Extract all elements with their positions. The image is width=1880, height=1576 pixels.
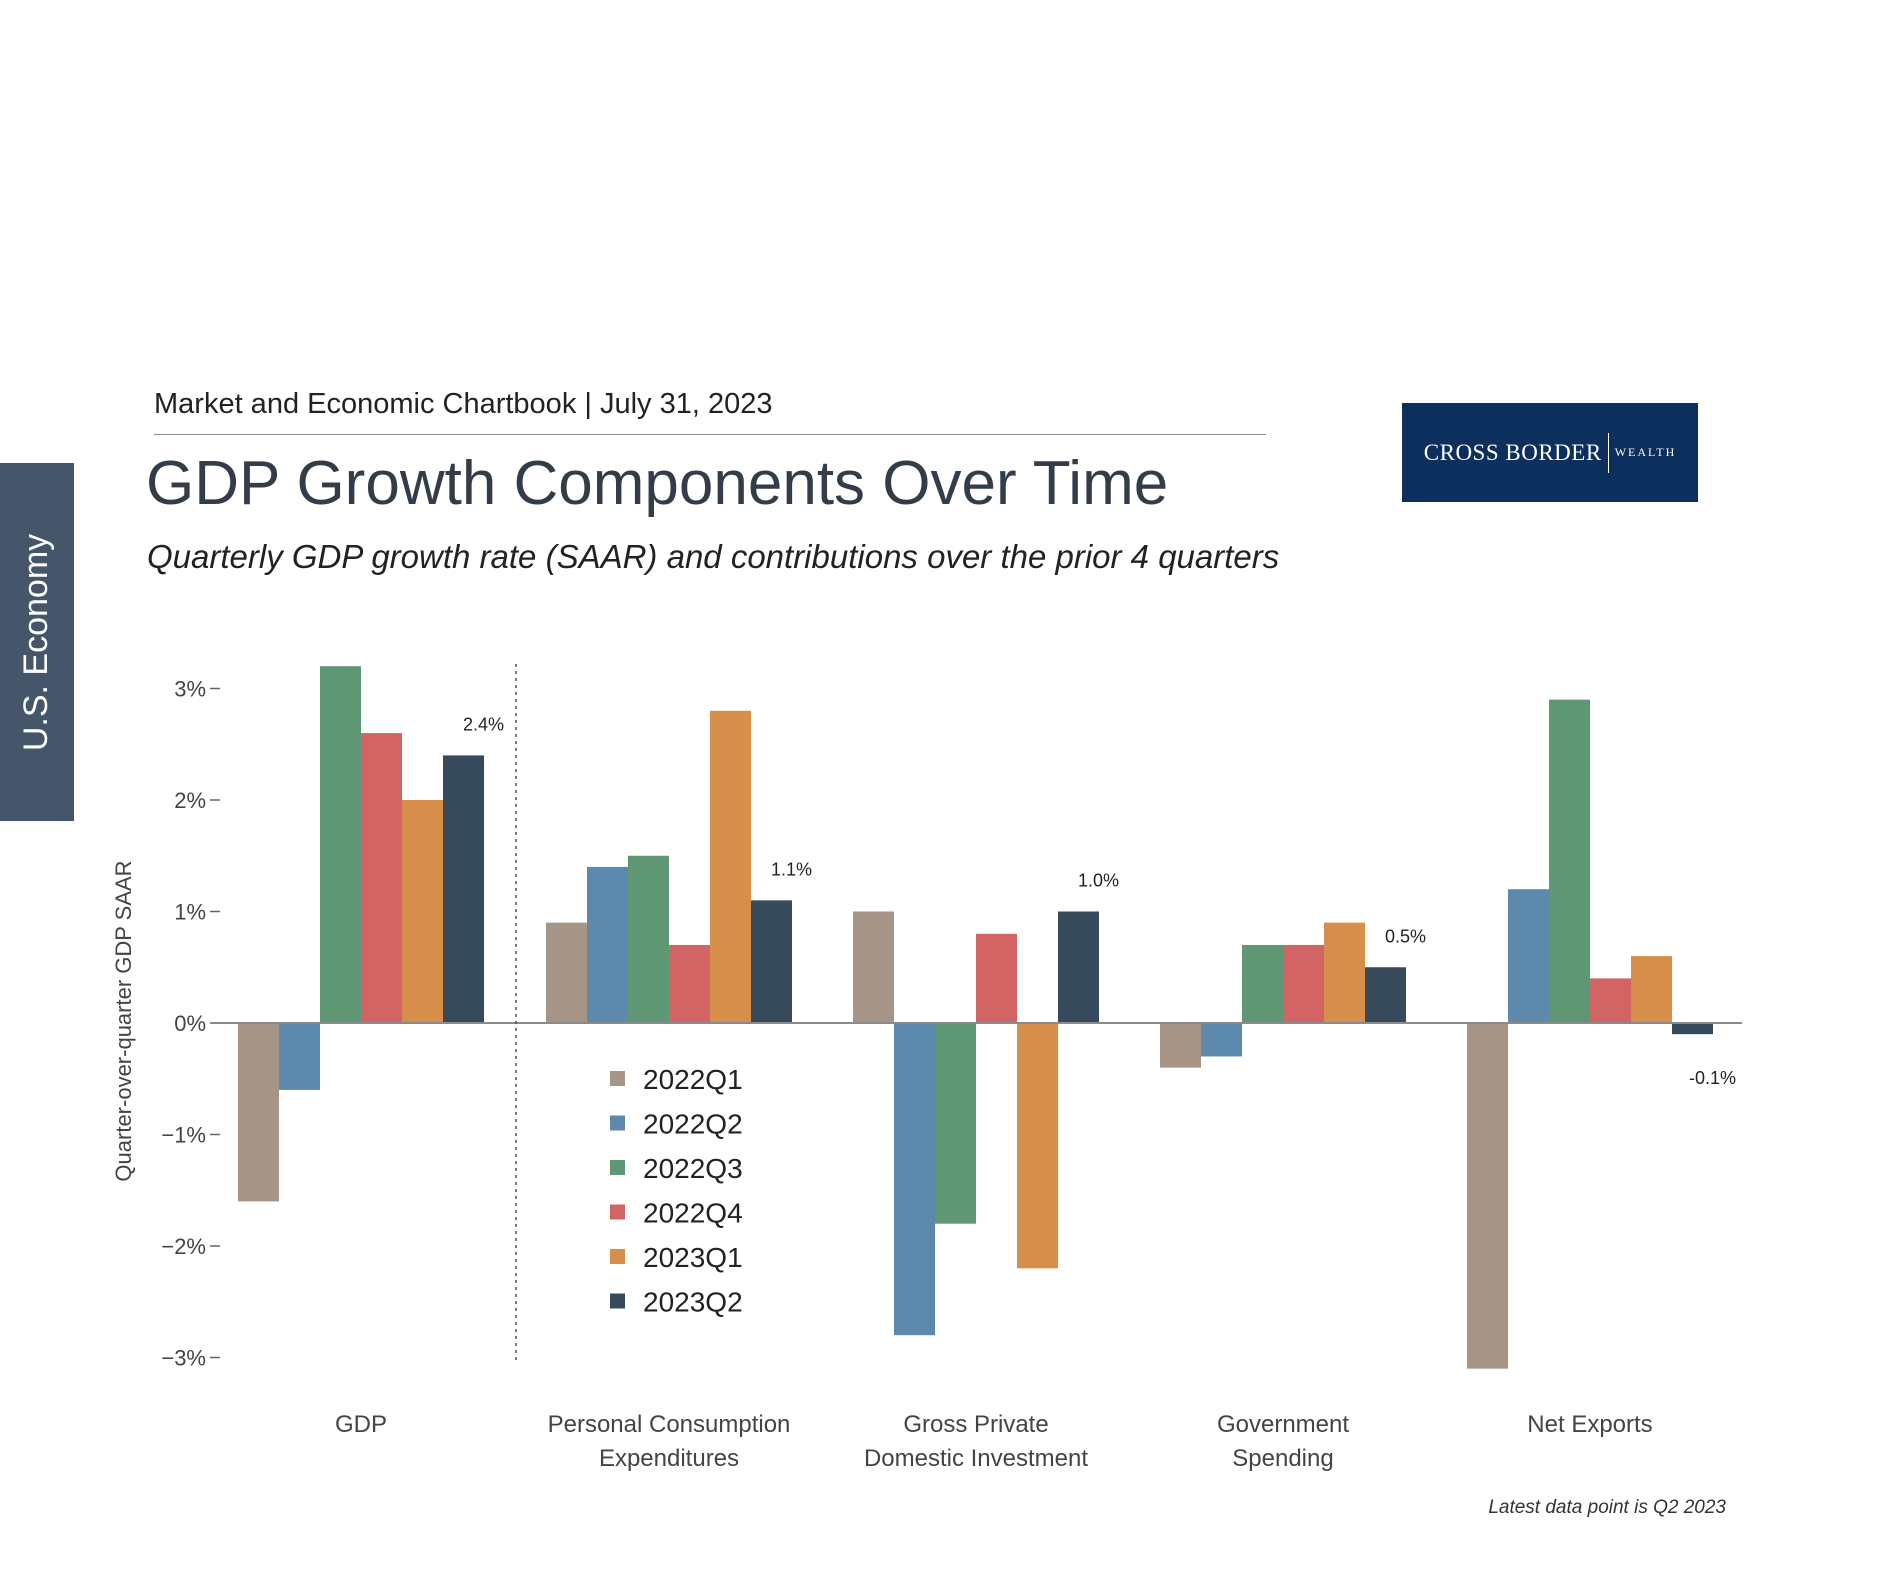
legend-label: 2023Q1 [643, 1242, 743, 1273]
data-label: 1.1% [771, 859, 812, 879]
legend-swatch [610, 1071, 625, 1086]
data-label: 0.5% [1385, 926, 1426, 946]
page-title: GDP Growth Components Over Time [146, 449, 1169, 518]
legend-swatch [610, 1115, 625, 1131]
legend-label: 2023Q2 [643, 1287, 743, 1318]
bar-2022Q3-3 [1242, 944, 1283, 1023]
category-label: Domestic Investment [864, 1445, 1088, 1472]
bar-2022Q3-0 [320, 666, 361, 1023]
section-tab: U.S. Economy [0, 463, 74, 821]
category-label: Personal Consumption [548, 1411, 791, 1438]
data-label: -0.1% [1689, 1068, 1736, 1088]
company-logo: CROSS BORDER WEALTH [1402, 403, 1698, 502]
bar-2023Q2-1 [751, 900, 792, 1023]
bar-2022Q4-1 [669, 944, 710, 1023]
bar-2022Q1-1 [546, 922, 587, 1023]
category-label: Government [1217, 1411, 1349, 1438]
category-label: Net Exports [1527, 1411, 1652, 1438]
bar-2022Q4-3 [1283, 944, 1324, 1023]
legend-swatch [610, 1160, 625, 1175]
legend-swatch [610, 1249, 625, 1264]
bar-2023Q2-0 [443, 755, 484, 1023]
bar-2023Q1-1 [710, 710, 751, 1023]
category-label: Gross Private [903, 1411, 1048, 1438]
data-label: 2.4% [463, 714, 504, 734]
y-tick-label: 2% [174, 788, 206, 813]
bar-2022Q3-4 [1549, 699, 1590, 1023]
y-tick-label: −1% [161, 1123, 206, 1148]
page-subtitle: Quarterly GDP growth rate (SAAR) and con… [147, 538, 1280, 575]
category-label: Spending [1232, 1445, 1333, 1472]
bar-2022Q2-0 [279, 1023, 320, 1090]
bar-2022Q3-2 [935, 1023, 976, 1224]
bar-2023Q1-2 [1017, 1023, 1058, 1269]
chartbook-header: Market and Economic Chartbook | July 31,… [154, 388, 773, 420]
bar-2023Q1-0 [402, 800, 443, 1023]
bar-2023Q1-3 [1324, 922, 1365, 1023]
data-label: 1.0% [1078, 871, 1119, 891]
bar-2022Q1-3 [1160, 1023, 1201, 1068]
logo-sub-text: WEALTH [1614, 445, 1677, 459]
bar-2023Q1-4 [1631, 956, 1672, 1023]
bar-2022Q4-0 [361, 733, 402, 1023]
bar-2023Q2-3 [1365, 967, 1406, 1023]
category-label: GDP [335, 1411, 387, 1438]
bar-2022Q2-3 [1201, 1023, 1242, 1057]
legend-swatch [610, 1204, 625, 1220]
bar-2022Q3-1 [628, 855, 669, 1023]
y-tick-label: −2% [161, 1234, 206, 1259]
footnote: Latest data point is Q2 2023 [1488, 1497, 1726, 1518]
y-tick-label: −3% [161, 1346, 206, 1371]
bar-2022Q4-4 [1590, 978, 1631, 1023]
category-label: Expenditures [599, 1445, 739, 1472]
bar-2023Q2-4 [1672, 1023, 1713, 1035]
bar-2022Q1-2 [853, 911, 894, 1023]
bar-2022Q1-4 [1467, 1023, 1508, 1369]
bar-2022Q4-2 [976, 933, 1017, 1023]
bar-2022Q2-4 [1508, 889, 1549, 1023]
bar-2022Q2-2 [894, 1023, 935, 1336]
legend-label: 2022Q3 [643, 1153, 743, 1184]
bar-2023Q2-2 [1058, 911, 1099, 1023]
y-tick-label: 1% [174, 900, 206, 925]
logo-main-text: CROSS BORDER [1423, 439, 1602, 465]
header-divider [154, 434, 1266, 435]
legend-swatch [610, 1293, 625, 1309]
legend-label: 2022Q2 [643, 1109, 743, 1140]
bar-2022Q1-0 [238, 1023, 279, 1202]
y-tick-label: 3% [174, 677, 206, 702]
legend-label: 2022Q1 [643, 1064, 743, 1095]
y-tick-label: 0% [174, 1011, 206, 1036]
y-axis-title: Quarter-over-quarter GDP SAAR [111, 860, 136, 1181]
bar-2022Q2-1 [587, 866, 628, 1023]
legend-label: 2022Q4 [643, 1198, 743, 1229]
logo-divider [1607, 432, 1609, 473]
